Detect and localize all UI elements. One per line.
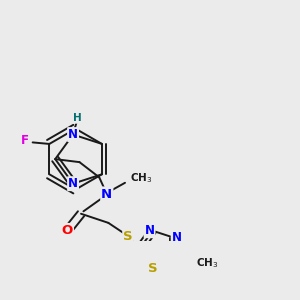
Text: O: O — [62, 224, 73, 237]
Text: F: F — [21, 134, 29, 147]
Text: N: N — [172, 231, 182, 244]
Text: CH$_3$: CH$_3$ — [196, 256, 219, 270]
Text: N: N — [145, 224, 154, 237]
Text: S: S — [123, 230, 133, 243]
Text: N: N — [68, 177, 78, 190]
Text: N: N — [68, 128, 78, 141]
Text: CH$_3$: CH$_3$ — [130, 171, 152, 185]
Text: S: S — [148, 262, 158, 275]
Text: N: N — [101, 188, 112, 200]
Text: H: H — [73, 113, 82, 123]
